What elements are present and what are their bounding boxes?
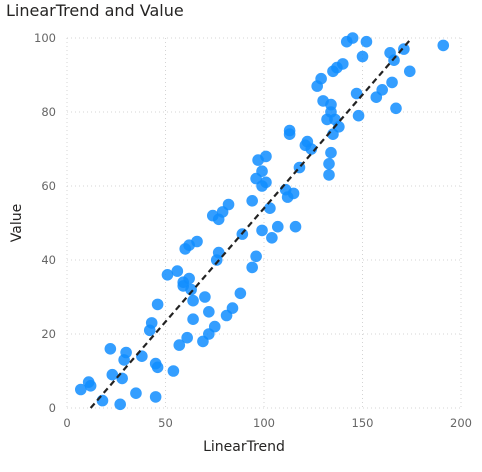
data-point[interactable] <box>171 265 184 277</box>
data-point[interactable] <box>145 317 158 329</box>
y-axis-title: Value <box>9 204 25 242</box>
x-tick-label: 50 <box>158 416 173 430</box>
x-axis-title: LinearTrend <box>203 439 285 455</box>
data-point[interactable] <box>256 224 268 237</box>
data-point[interactable] <box>106 368 119 381</box>
data-point[interactable] <box>289 220 302 233</box>
data-point[interactable] <box>185 283 197 296</box>
data-point[interactable] <box>266 232 278 244</box>
data-point[interactable] <box>234 287 247 300</box>
data-point[interactable] <box>84 380 97 392</box>
data-point[interactable] <box>167 365 180 377</box>
axis-ticks: 0 50 100 150 200 0 20 40 60 80 100 <box>34 31 472 430</box>
data-point[interactable] <box>208 320 221 333</box>
data-point[interactable] <box>203 306 215 318</box>
data-point[interactable] <box>104 343 117 355</box>
data-point[interactable] <box>264 202 276 214</box>
x-tick-label: 100 <box>253 416 275 430</box>
trend-layer <box>89 37 413 409</box>
data-point[interactable] <box>376 84 389 96</box>
data-point[interactable] <box>226 302 239 314</box>
data-point[interactable] <box>315 72 327 85</box>
chart-title: LinearTrend and Value <box>6 1 184 20</box>
data-point[interactable] <box>360 35 373 48</box>
data-point[interactable] <box>149 391 162 403</box>
x-tick-label: 200 <box>450 416 472 430</box>
data-point[interactable] <box>356 50 369 63</box>
x-tick-label: 150 <box>352 416 374 430</box>
data-point[interactable] <box>325 146 337 159</box>
data-point[interactable] <box>323 169 335 181</box>
data-points <box>74 32 450 411</box>
data-point[interactable] <box>390 102 402 115</box>
data-point[interactable] <box>260 176 272 189</box>
data-point[interactable] <box>325 98 337 111</box>
y-tick-label: 80 <box>41 105 56 119</box>
data-point[interactable] <box>187 294 199 307</box>
data-point[interactable] <box>250 250 262 263</box>
y-tick-label: 60 <box>41 179 56 193</box>
data-point[interactable] <box>246 261 258 274</box>
data-point[interactable] <box>403 65 416 78</box>
data-point[interactable] <box>337 58 349 70</box>
data-point[interactable] <box>386 76 398 89</box>
data-point[interactable] <box>352 109 365 122</box>
y-tick-label: 20 <box>41 327 56 341</box>
data-point[interactable] <box>305 143 318 155</box>
y-tick-label: 0 <box>49 401 56 415</box>
data-point[interactable] <box>183 272 195 285</box>
data-point[interactable] <box>388 54 400 66</box>
x-tick-label: 0 <box>63 416 70 430</box>
data-point[interactable] <box>323 158 335 170</box>
data-point[interactable] <box>283 128 296 140</box>
data-point[interactable] <box>120 346 132 359</box>
data-point[interactable] <box>130 387 142 400</box>
data-point[interactable] <box>287 187 300 200</box>
data-point[interactable] <box>271 220 284 233</box>
y-tick-label: 100 <box>34 31 56 45</box>
data-point[interactable] <box>350 87 363 100</box>
data-point[interactable] <box>256 165 268 177</box>
data-point[interactable] <box>151 361 164 374</box>
data-point[interactable] <box>74 383 87 396</box>
data-point[interactable] <box>187 313 199 326</box>
data-point[interactable] <box>181 331 193 344</box>
y-tick-label: 40 <box>41 253 56 267</box>
data-point[interactable] <box>151 298 164 311</box>
data-point[interactable] <box>222 198 235 211</box>
data-point[interactable] <box>161 269 174 281</box>
data-point[interactable] <box>116 372 128 385</box>
data-point[interactable] <box>114 398 126 411</box>
data-point[interactable] <box>437 39 450 52</box>
data-point[interactable] <box>173 339 186 351</box>
data-point[interactable] <box>191 235 203 248</box>
data-point[interactable] <box>260 150 272 163</box>
trend-line <box>89 37 413 409</box>
data-point[interactable] <box>346 32 359 44</box>
data-point[interactable] <box>199 291 211 303</box>
data-point[interactable] <box>246 195 258 207</box>
gridlines <box>66 37 462 409</box>
